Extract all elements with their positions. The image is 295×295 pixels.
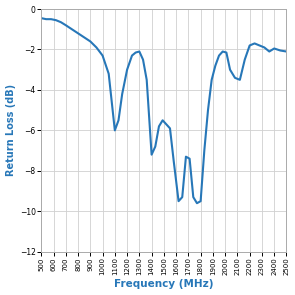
- Y-axis label: Return Loss (dB): Return Loss (dB): [6, 84, 16, 176]
- X-axis label: Frequency (MHz): Frequency (MHz): [114, 279, 214, 289]
